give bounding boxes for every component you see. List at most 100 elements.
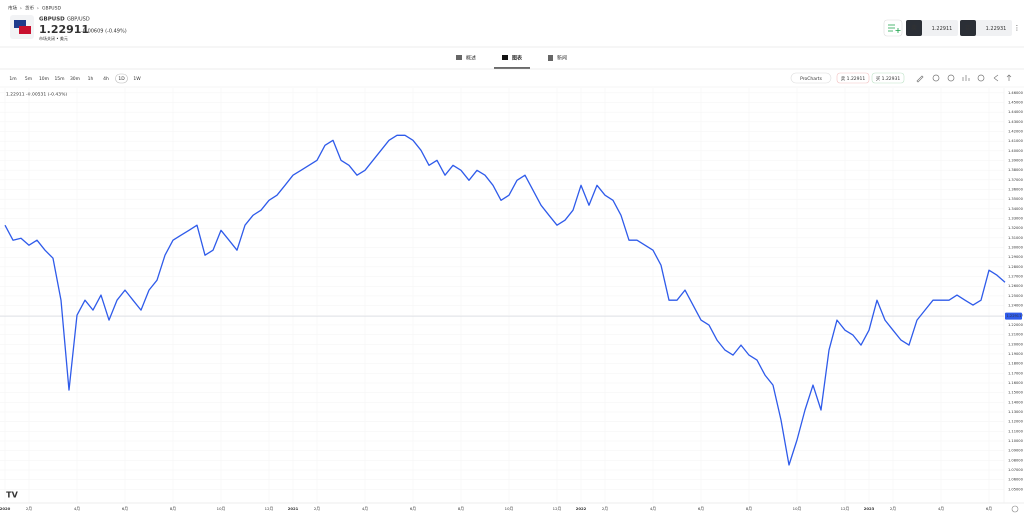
y-tick-label: 1.20000: [1008, 342, 1024, 346]
x-tick-label: 8月: [458, 506, 464, 511]
buy-price: 1.22931: [986, 26, 1007, 32]
x-tick-label: 2021: [288, 506, 299, 511]
x-tick-label: 4月: [938, 506, 944, 511]
price-change: -0.00609 (-0.49%): [81, 29, 127, 35]
breadcrumb-sep: ›: [20, 7, 22, 12]
fullscreen-tool[interactable]: [1006, 74, 1012, 81]
price-line-series: [4, 134, 1006, 466]
buy-label: 买: [965, 24, 971, 32]
y-tick-label: 1.46000: [1008, 91, 1024, 95]
y-tick-label: 1.27000: [1008, 275, 1024, 279]
y-tick-label: 1.14000: [1008, 400, 1024, 404]
y-tick-label: 1.13000: [1008, 410, 1024, 414]
x-tick-label: 2020: [0, 506, 11, 511]
sell-price: 1.22911: [932, 26, 953, 32]
settings-tool[interactable]: [947, 74, 955, 82]
y-tick-label: 1.34000: [1008, 207, 1024, 211]
timeframe[interactable]: 10m: [39, 76, 49, 82]
flag-uk: [14, 20, 26, 28]
x-tick-label: 8月: [746, 506, 752, 511]
x-tick-label: 8月: [170, 506, 176, 511]
share-tool[interactable]: [993, 74, 999, 82]
x-tick-label: 4月: [362, 506, 368, 511]
timeframe[interactable]: 1h: [88, 76, 94, 82]
tab[interactable]: 概述: [466, 55, 476, 62]
y-tick-label: 1.42000: [1008, 130, 1024, 134]
market-status: 市场关闭 • 美元: [39, 35, 68, 41]
x-tick-label: 10月: [505, 506, 514, 511]
indicator-tool[interactable]: [932, 74, 940, 82]
price-tag: [1005, 312, 1022, 320]
chart: 1.22911 -0.00531 (-0.43%) 1.05000 1.06000…: [0, 88, 1024, 511]
breadcrumb-sep: ›: [37, 7, 39, 12]
tab-active[interactable]: 图表: [512, 55, 523, 62]
tab[interactable]: 新闻: [557, 55, 567, 62]
tab-icon: [548, 55, 553, 61]
timeframe-active-bg: [115, 73, 128, 84]
y-tick-label: 1.12000: [1008, 420, 1024, 424]
symbol: GBPUSD: [39, 17, 65, 23]
chart-legend: 1.22911 -0.00531 (-0.43%): [6, 92, 67, 98]
y-tick-label: 1.22000: [1008, 323, 1024, 327]
tradingview-logo: TV: [6, 491, 18, 500]
timeframe[interactable]: 30m: [70, 76, 80, 82]
y-tick-label: 1.05000: [1008, 487, 1024, 491]
x-tick-label: 2023: [864, 506, 875, 511]
breadcrumb[interactable]: 市场: [8, 5, 17, 12]
price-tag-label: 1.22911: [1007, 314, 1022, 318]
y-tick-label: 1.11000: [1008, 429, 1024, 433]
full-name: GBP/USD: [67, 17, 90, 23]
procharts-button[interactable]: [790, 72, 832, 84]
y-tick-label: 1.39000: [1008, 159, 1024, 163]
axis-settings[interactable]: [1011, 505, 1019, 513]
more-menu[interactable]: ⋮: [1014, 24, 1021, 32]
y-tick-label: 1.08000: [1008, 458, 1024, 462]
buy-tag: [960, 20, 976, 36]
chart-type-tool[interactable]: [962, 75, 970, 81]
x-tick-label: 2月: [26, 506, 32, 511]
x-tick-label: 4月: [74, 506, 80, 511]
clock-tool[interactable]: [977, 74, 985, 82]
timeframe[interactable]: 1D: [118, 76, 125, 82]
x-tick-label: 12月: [553, 506, 562, 511]
x-tick-label: 12月: [265, 506, 274, 511]
timeframes: 1m 5m 10m 15m 30m 1h 4h 1D 1W: [9, 73, 141, 84]
y-tick-label: 1.07000: [1008, 468, 1024, 472]
y-tick-label: 1.38000: [1008, 168, 1024, 172]
timeframe[interactable]: 5m: [25, 76, 32, 82]
sell-tag: [906, 20, 922, 36]
x-tick-label: 10月: [793, 506, 802, 511]
y-tick-label: 1.26000: [1008, 284, 1024, 288]
y-tick-label: 1.32000: [1008, 226, 1024, 230]
watchlist-icon: [888, 24, 901, 33]
y-tick-label: 1.41000: [1008, 139, 1024, 143]
y-tick-label: 1.29000: [1008, 255, 1024, 259]
y-tick-label: 1.19000: [1008, 352, 1024, 356]
breadcrumb[interactable]: 货币: [25, 5, 34, 12]
chart-buy-button[interactable]: [871, 72, 905, 84]
x-tick-label: 2月: [602, 506, 608, 511]
y-tick-label: 1.17000: [1008, 371, 1024, 375]
y-tick-label: 1.06000: [1008, 478, 1024, 482]
y-tick-label: 1.44000: [1008, 110, 1024, 114]
timeframe[interactable]: 4h: [103, 76, 109, 82]
y-tick-label: 1.24000: [1008, 304, 1024, 308]
y-tick-label: 1.28000: [1008, 265, 1024, 269]
timeframe[interactable]: 1m: [9, 76, 16, 82]
timeframe[interactable]: 15m: [54, 76, 64, 82]
x-tick-label: 10月: [217, 506, 226, 511]
x-tick-label: 6月: [986, 506, 992, 511]
timeframe[interactable]: 1W: [133, 76, 141, 82]
chart-sell-button[interactable]: [836, 72, 870, 84]
tab-icon: [502, 55, 508, 60]
y-tick-label: 1.18000: [1008, 362, 1024, 366]
procharts: ProCharts: [800, 76, 823, 82]
y-tick-label: 1.15000: [1008, 391, 1024, 395]
draw-tool[interactable]: [916, 75, 924, 83]
x-tick-label: 2022: [576, 506, 587, 511]
y-tick-label: 1.21000: [1008, 333, 1024, 337]
chart-sell: 卖 1.22911: [841, 76, 866, 82]
y-tick-label: 1.31000: [1008, 236, 1024, 240]
